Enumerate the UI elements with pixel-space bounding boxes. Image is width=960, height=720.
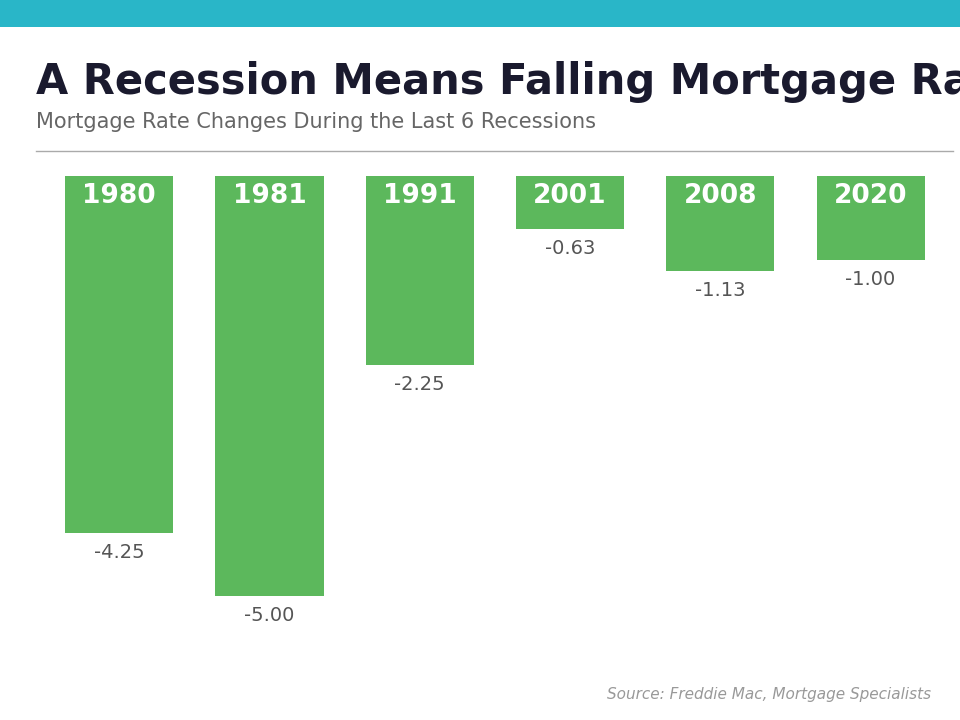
Text: -5.00: -5.00 (244, 606, 295, 626)
Text: 2001: 2001 (533, 183, 607, 209)
Text: 2020: 2020 (834, 183, 907, 209)
Bar (366, 176, 474, 366)
Bar (666, 176, 775, 271)
Bar (215, 176, 324, 596)
Bar (817, 176, 924, 261)
Text: -0.63: -0.63 (545, 240, 595, 258)
Text: -4.25: -4.25 (94, 544, 144, 562)
Text: Source: Freddie Mac, Mortgage Specialists: Source: Freddie Mac, Mortgage Specialist… (607, 687, 931, 702)
Text: -2.25: -2.25 (395, 376, 445, 395)
Text: 1991: 1991 (383, 183, 457, 209)
Text: Mortgage Rate Changes During the Last 6 Recessions: Mortgage Rate Changes During the Last 6 … (36, 112, 596, 132)
Text: 1980: 1980 (83, 183, 156, 209)
Text: 1981: 1981 (232, 183, 306, 209)
Bar (65, 176, 173, 534)
Text: 2008: 2008 (684, 183, 757, 209)
Bar (516, 176, 624, 230)
Text: -1.00: -1.00 (846, 271, 896, 289)
Text: A Recession Means Falling Mortgage Rates: A Recession Means Falling Mortgage Rates (36, 61, 960, 103)
Text: -1.13: -1.13 (695, 282, 746, 300)
